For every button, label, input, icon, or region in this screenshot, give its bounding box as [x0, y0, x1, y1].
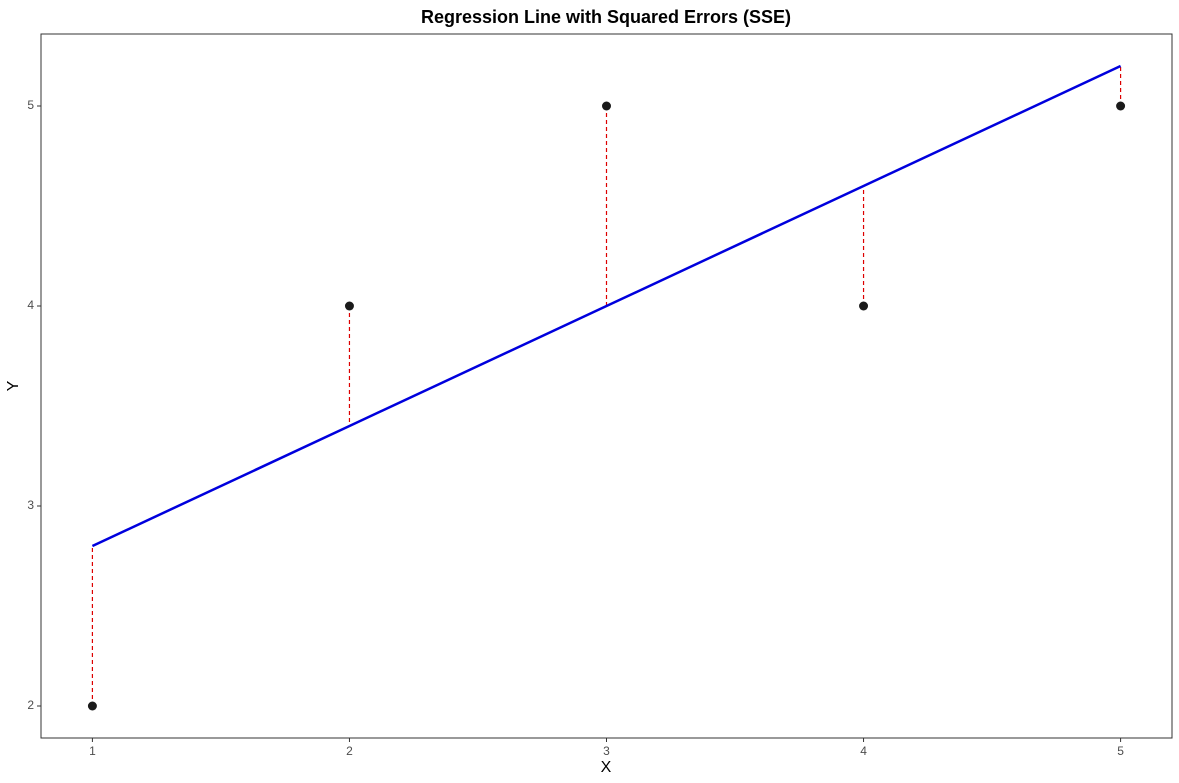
x-tick-label: 1 [89, 744, 96, 758]
chart-title: Regression Line with Squared Errors (SSE… [421, 7, 791, 27]
y-tick-label: 2 [27, 698, 34, 712]
point [87, 701, 97, 711]
regression-line [91, 64, 1122, 548]
y-tick-label: 3 [27, 498, 34, 512]
y-tick-label: 4 [27, 298, 34, 312]
x-tick-label: 5 [1117, 744, 1124, 758]
point [602, 101, 611, 111]
point [1116, 101, 1126, 111]
panel-border [40, 33, 1173, 739]
point [859, 301, 869, 311]
x-axis-label: X [601, 759, 612, 776]
x-tick-label: 4 [860, 744, 867, 758]
x-tick-label: 2 [346, 744, 353, 758]
y-axis-label: Y [5, 380, 22, 391]
point [344, 301, 354, 311]
x-tick-label: 3 [603, 744, 610, 758]
y-tick-label: 5 [27, 98, 34, 112]
